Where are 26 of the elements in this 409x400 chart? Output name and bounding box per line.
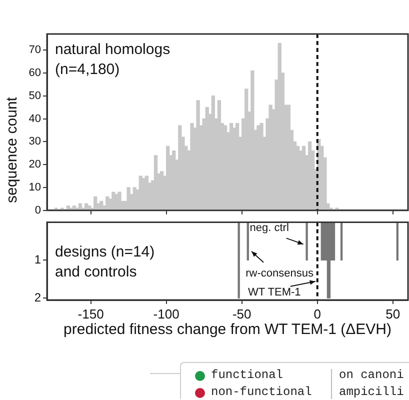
y-tick-label: 1 <box>34 252 42 266</box>
y-tick-label: 60 <box>28 66 41 79</box>
y-tick-label: 10 <box>28 182 41 194</box>
y-tick-label: 20 <box>28 158 41 171</box>
annotation: neg. ctrl <box>250 222 289 234</box>
annotation: rw-consensus <box>246 267 314 280</box>
y-tick-label: 2 <box>34 290 42 304</box>
annotation: natural homologs (n=4,180) <box>55 41 170 78</box>
x-axis-title: predicted fitness change from WT TEM-1 (ΔEVH) <box>64 321 392 338</box>
x-tick-label: 50 <box>386 306 400 322</box>
x-tick-label: -50 <box>232 306 252 322</box>
y-axis-title: sequence count <box>4 97 20 203</box>
y-tick-label: 70 <box>28 44 41 56</box>
y-tick-label: 50 <box>28 90 41 102</box>
y-tick-label: 0 <box>34 204 41 216</box>
annotation: WT TEM-1 <box>248 286 301 298</box>
x-tick-label: 0 <box>314 306 321 322</box>
y-tick-label: 40 <box>28 112 41 125</box>
text: functional <box>211 368 284 382</box>
x-tick-label: -100 <box>153 306 180 322</box>
annotation: designs (n=14) and controls <box>55 243 155 280</box>
y-tick-label: 30 <box>28 136 41 148</box>
text: non-functional <box>211 385 312 399</box>
text: on canoni <box>339 368 404 382</box>
x-tick-label: -150 <box>78 306 104 322</box>
text: ampicilli <box>339 385 404 399</box>
